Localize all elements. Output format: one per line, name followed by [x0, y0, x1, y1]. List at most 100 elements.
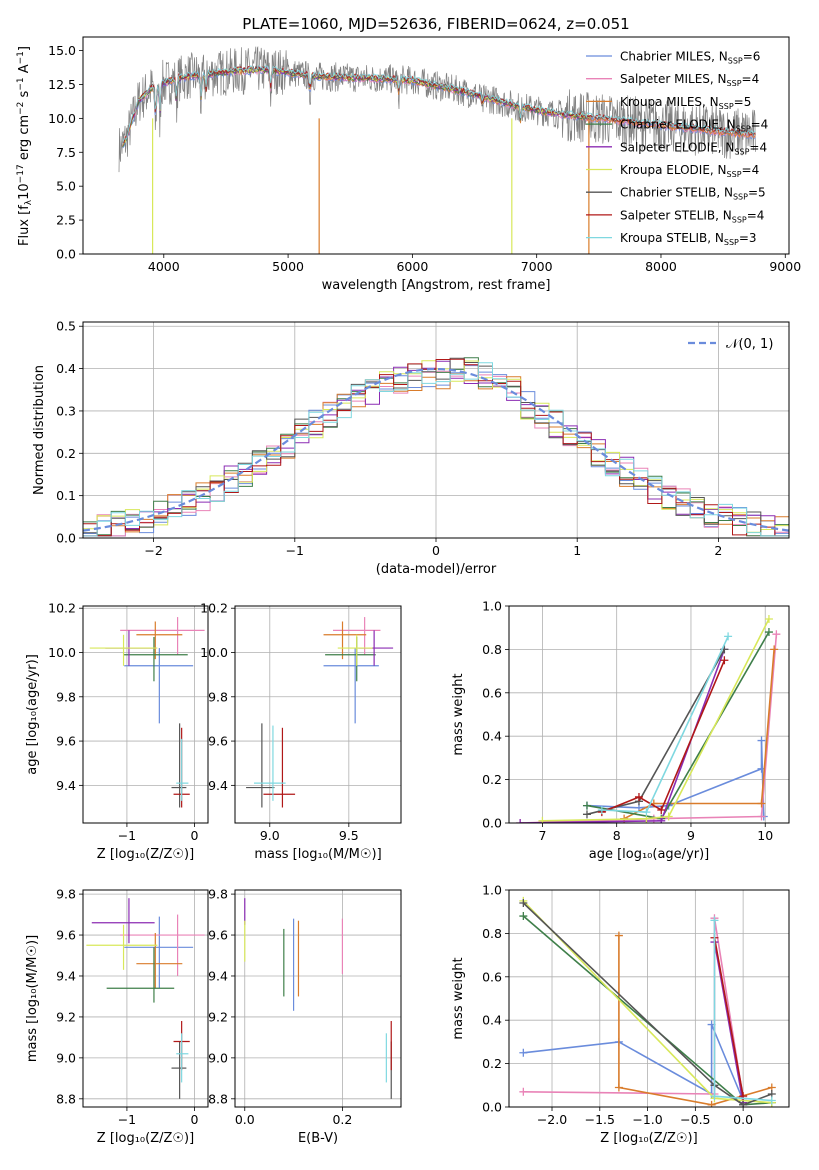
- y-tick-label: 9.8: [208, 887, 228, 902]
- y-axis-label-part: ]: [17, 46, 32, 51]
- legend-entry: Kroupa MILES, NSSP=5: [620, 95, 751, 111]
- weight-point-marker: [710, 916, 719, 925]
- mass_vs_Z-panel: −1 0 8.8 9.0 9.2 9.4 9.6 9.8 Z [log₁₀(Z/Z☉)] mass…: [25, 887, 209, 1146]
- mass_vs_ebv-frame: [234, 889, 402, 1108]
- mass_vs_ebv-plot-area: [244, 898, 392, 1099]
- y-tick-label: 10.0: [200, 645, 228, 660]
- y-tick-label: 10.2: [200, 601, 228, 616]
- x-tick-label: −1: [286, 543, 304, 558]
- x-tick-label: 9: [687, 828, 695, 843]
- y-tick-label: 9.8: [56, 689, 76, 704]
- weight-series-line: [601, 636, 729, 813]
- x-tick-label: 7000: [521, 259, 553, 274]
- legend-subscript: SSP: [727, 170, 742, 179]
- y-axis-label-part: −1: [16, 77, 26, 90]
- y-axis-label: Normed distribution: [32, 365, 47, 495]
- y-tick-label: 2.5: [56, 213, 76, 228]
- y-axis-label-part: λ: [24, 199, 34, 205]
- y-tick-label: 0.2: [482, 772, 502, 787]
- x-tick-label: 8000: [645, 259, 677, 274]
- normal-curve-line: [83, 367, 789, 532]
- legend-count: =4: [742, 72, 760, 86]
- legend-entry: Salpeter STELIB, NSSP=4: [620, 208, 764, 224]
- y-tick-label: 9.6: [208, 928, 228, 943]
- weight-point-marker: [614, 931, 623, 940]
- weight-point-marker: [519, 899, 528, 908]
- y-tick-label: 9.2: [56, 1009, 76, 1024]
- legend-count: =3: [739, 231, 757, 245]
- y-tick-label: 0.4: [482, 1013, 502, 1028]
- weight-series-line: [542, 618, 770, 822]
- y-tick-label: 0.2: [482, 1056, 502, 1071]
- y-tick-label: 5.0: [56, 179, 76, 194]
- y-tick-label: 12.5: [48, 77, 76, 92]
- legend-subscript: SSP: [736, 125, 751, 134]
- legend-label: Kroupa STELIB, N: [620, 231, 724, 245]
- legend-count: =5: [734, 95, 752, 109]
- legend-entry: Kroupa STELIB, NSSP=3: [620, 231, 757, 247]
- age_vs_Z-frame: [82, 605, 209, 824]
- age_vs_Z-plot-area: [89, 617, 205, 808]
- weight-series-line: [586, 740, 765, 817]
- mass_vs_Z-frame: [82, 889, 209, 1108]
- legend-entry: Salpeter MILES, NSSP=4: [620, 72, 759, 88]
- y-axis-label: age [log₁₀(age/yr)]: [25, 654, 40, 775]
- weight-point-marker: [582, 810, 591, 819]
- weight_vs_Z-panel: −2.0 −1.5 −1.0 −0.5 0.0 0.0 0.2 0.4 0.6 0.8 1.0 Z […: [451, 883, 790, 1146]
- legend-label: Chabrier MILES, N: [620, 50, 728, 64]
- y-tick-label: 9.2: [208, 1009, 228, 1024]
- x-tick-label: 7: [538, 828, 546, 843]
- legend-label: Salpeter STELIB, N: [620, 208, 732, 222]
- plots-layer: 4000 5000 6000 7000 8000 90000.02.55.07.510.0…: [16, 36, 801, 1146]
- legend-label: Chabrier ELODIE, N: [620, 118, 736, 132]
- x-axis-label: Z [log₁₀(Z/Z☉)]: [97, 847, 194, 862]
- weight-point-marker: [757, 812, 766, 821]
- x-axis-label: Z [log₁₀(Z/Z☉)]: [600, 1131, 697, 1146]
- weight-point-marker: [764, 628, 773, 637]
- spectrum-plot-area: [118, 46, 756, 254]
- y-tick-label: 10.0: [48, 645, 76, 660]
- spectrum-panel: 4000 5000 6000 7000 8000 9000 0.0 2.5 5.0 7.5 10.0…: [16, 36, 801, 293]
- x-axis-label: E(B-V): [298, 1131, 338, 1146]
- x-tick-label: 0: [191, 828, 199, 843]
- x-tick-label: 0.0: [235, 1112, 255, 1127]
- residuals-panel: −2 −1 0 1 2 0.0 0.1 0.2 0.3 0.4 0.5 (data-model)/er…: [32, 319, 790, 577]
- x-tick-label: 0.0: [733, 1112, 753, 1127]
- legend-subscript: SSP: [719, 102, 734, 111]
- y-tick-label: 0.0: [56, 247, 76, 262]
- weight-point-marker: [519, 1087, 528, 1096]
- weight-point-marker: [772, 630, 781, 639]
- x-axis-label: Z [log₁₀(Z/Z☉)]: [97, 1131, 194, 1146]
- weight-point-marker: [720, 656, 729, 665]
- y-tick-label: 0.5: [56, 319, 76, 334]
- y-axis-label: mass weight: [451, 957, 466, 1039]
- x-tick-label: 4000: [148, 259, 180, 274]
- y-tick-label: 0.6: [482, 685, 502, 700]
- y-tick-label: 0.8: [482, 642, 502, 657]
- legend-label: 𝒩(0, 1): [726, 337, 773, 352]
- y-tick-label: 9.4: [208, 778, 228, 793]
- legend-subscript: SSP: [724, 238, 739, 247]
- weight-series-line: [520, 634, 778, 823]
- y-tick-label: 9.6: [56, 734, 76, 749]
- spectrum-frame: [82, 36, 790, 255]
- x-axis-label: wavelength [Angstrom, rest frame]: [322, 278, 551, 293]
- weight-point-marker: [634, 792, 643, 801]
- legend-subscript: SSP: [733, 193, 748, 202]
- y-tick-label: 15.0: [48, 43, 76, 58]
- x-axis-label: (data-model)/error: [376, 562, 497, 577]
- y-axis-label: mass weight: [451, 673, 466, 755]
- legend-count: =6: [743, 50, 761, 64]
- weight-point-marker: [710, 1092, 719, 1101]
- weight-point-marker: [582, 801, 591, 810]
- weight-point-marker: [642, 808, 651, 817]
- y-tick-label: 9.4: [56, 778, 76, 793]
- legend-count: =4: [751, 118, 769, 132]
- weight-series-line: [713, 941, 744, 1103]
- legend-count: =4: [749, 140, 767, 154]
- x-tick-label: −1: [118, 828, 136, 843]
- weight-series-line: [523, 1024, 744, 1101]
- y-axis-label-part: −17: [16, 164, 26, 183]
- residuals-plot-area: [83, 357, 789, 537]
- y-tick-label: 10.2: [48, 601, 76, 616]
